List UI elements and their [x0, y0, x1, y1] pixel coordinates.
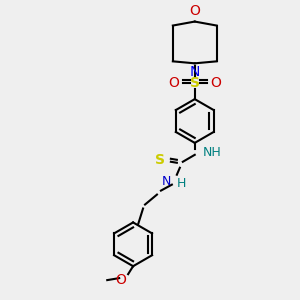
Text: O: O: [168, 76, 179, 90]
Text: N: N: [190, 65, 200, 79]
Text: N: N: [161, 175, 171, 188]
Text: O: O: [189, 4, 200, 18]
Text: H: H: [177, 177, 186, 190]
Text: NH: NH: [203, 146, 221, 159]
Text: S: S: [190, 76, 200, 90]
Text: O: O: [210, 76, 221, 90]
Text: O: O: [116, 273, 127, 287]
Text: S: S: [155, 153, 165, 167]
